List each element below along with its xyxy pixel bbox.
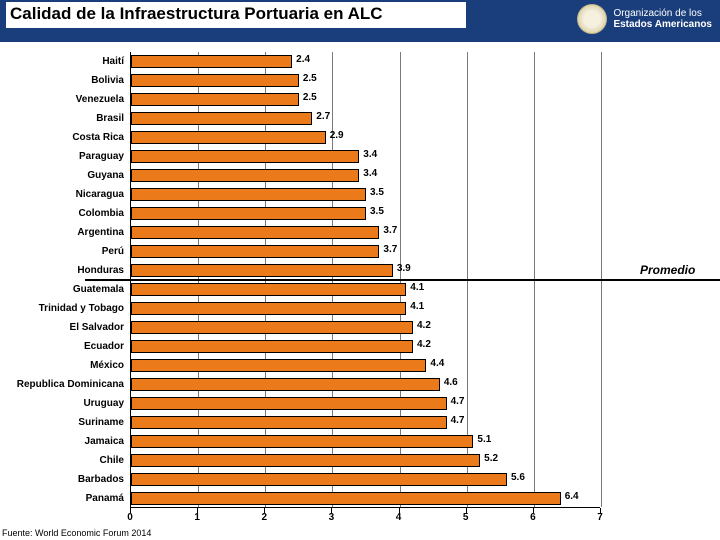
bar-value: 2.9 <box>330 130 344 141</box>
x-tick-label: 1 <box>194 512 200 523</box>
bar-value: 5.1 <box>477 434 491 445</box>
bar-value: 3.5 <box>370 187 384 198</box>
category-label: Jamaica <box>4 436 124 447</box>
source-citation: Fuente: World Economic Forum 2014 <box>2 528 151 538</box>
category-label: Paraguay <box>4 151 124 162</box>
category-label: Brasil <box>4 113 124 124</box>
category-label: Panamá <box>4 493 124 504</box>
bar-value: 5.6 <box>511 472 525 483</box>
bar <box>131 245 379 258</box>
category-label: Barbados <box>4 474 124 485</box>
category-label: Perú <box>4 246 124 257</box>
bar <box>131 492 561 505</box>
bar <box>131 340 413 353</box>
oas-logo-icon <box>577 4 607 34</box>
x-tick-label: 5 <box>463 512 469 523</box>
bar <box>131 150 359 163</box>
x-tick-label: 3 <box>329 512 335 523</box>
average-line <box>85 279 720 281</box>
bar-value: 4.2 <box>417 320 431 331</box>
bar-value: 3.5 <box>370 206 384 217</box>
bar <box>131 207 366 220</box>
bar <box>131 169 359 182</box>
category-label: Costa Rica <box>4 132 124 143</box>
bar-value: 2.7 <box>316 111 330 122</box>
bar <box>131 397 447 410</box>
header-bar: Calidad de la Infraestructura Portuaria … <box>0 0 720 42</box>
category-label: Guyana <box>4 170 124 181</box>
bar <box>131 435 473 448</box>
category-label: Colombia <box>4 208 124 219</box>
category-label: El Salvador <box>4 322 124 333</box>
bar-value: 5.2 <box>484 453 498 464</box>
bar <box>131 283 406 296</box>
bar <box>131 112 312 125</box>
bar-value: 4.6 <box>444 377 458 388</box>
category-label: Argentina <box>4 227 124 238</box>
category-label: Trinidad y Tobago <box>4 303 124 314</box>
bar <box>131 321 413 334</box>
x-tick-label: 0 <box>127 512 133 523</box>
category-label: Honduras <box>4 265 124 276</box>
x-tick-label: 6 <box>530 512 536 523</box>
bar-value: 3.4 <box>363 168 377 179</box>
x-tick-label: 4 <box>396 512 402 523</box>
bar <box>131 188 366 201</box>
bar <box>131 264 393 277</box>
bar-value: 2.4 <box>296 54 310 65</box>
category-label: Suriname <box>4 417 124 428</box>
bar-value: 6.4 <box>565 491 579 502</box>
category-label: Bolivia <box>4 75 124 86</box>
category-label: Guatemala <box>4 284 124 295</box>
bar-value: 2.5 <box>303 92 317 103</box>
bar <box>131 454 480 467</box>
x-tick-label: 2 <box>262 512 268 523</box>
bar <box>131 378 440 391</box>
bar-value: 4.7 <box>451 415 465 426</box>
bar <box>131 55 292 68</box>
category-label: Nicaragua <box>4 189 124 200</box>
bar-value: 2.5 <box>303 73 317 84</box>
bar-value: 4.1 <box>410 282 424 293</box>
bar <box>131 416 447 429</box>
x-tick-label: 7 <box>597 512 603 523</box>
bar-value: 3.7 <box>383 225 397 236</box>
bar <box>131 359 426 372</box>
chart-area: 2.42.52.52.72.93.43.43.53.53.73.73.94.14… <box>0 52 720 522</box>
bar-value: 4.2 <box>417 339 431 350</box>
bar <box>131 226 379 239</box>
bar <box>131 74 299 87</box>
category-label: Haití <box>4 56 124 67</box>
bar-value: 4.4 <box>430 358 444 369</box>
bar-value: 4.1 <box>410 301 424 312</box>
average-label: Promedio <box>640 263 695 277</box>
org-name: Organización de los Estados Americanos <box>613 8 712 30</box>
org-block: Organización de los Estados Americanos <box>577 4 712 34</box>
category-label: Venezuela <box>4 94 124 105</box>
bar <box>131 473 507 486</box>
bar-value: 3.7 <box>383 244 397 255</box>
category-label: Ecuador <box>4 341 124 352</box>
org-name-line1: Organización de los <box>613 8 712 19</box>
category-label: Chile <box>4 455 124 466</box>
bar <box>131 131 326 144</box>
category-label: Republica Dominicana <box>4 379 124 390</box>
bar <box>131 302 406 315</box>
bar-value: 3.4 <box>363 149 377 160</box>
bar-value: 3.9 <box>397 263 411 274</box>
bar-value: 4.7 <box>451 396 465 407</box>
page-title: Calidad de la Infraestructura Portuaria … <box>6 2 466 28</box>
bar <box>131 93 299 106</box>
category-label: México <box>4 360 124 371</box>
org-name-line2: Estados Americanos <box>613 19 712 30</box>
category-label: Uruguay <box>4 398 124 409</box>
